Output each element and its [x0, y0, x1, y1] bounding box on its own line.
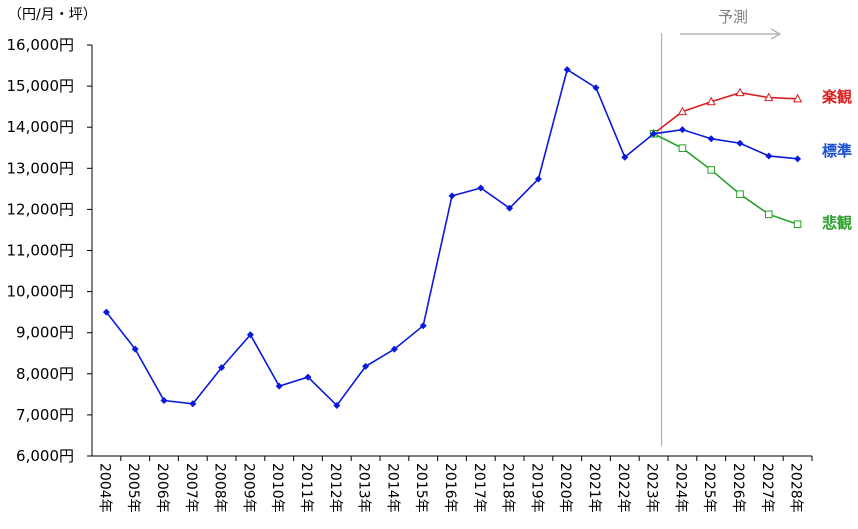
data-point [677, 106, 688, 116]
y-tick-label: 10,000円 [7, 283, 75, 301]
y-tick-label: 9,000円 [16, 324, 74, 342]
x-tick-label: 2025年 [701, 463, 717, 513]
x-tick-label: 2011年 [298, 463, 314, 513]
x-tick-label: 2012年 [327, 463, 343, 513]
data-point [621, 153, 629, 161]
data-point [333, 401, 341, 409]
y-tick-label: 14,000円 [7, 118, 75, 136]
x-tick-label: 2023年 [644, 463, 660, 513]
data-point [362, 362, 370, 370]
data-point [275, 382, 283, 390]
x-tick-label: 2004年 [96, 463, 112, 513]
data-point [678, 126, 686, 134]
series-label-pessimistic: 悲観 [822, 214, 853, 232]
x-tick-label: 2007年 [183, 463, 199, 513]
data-point [448, 192, 456, 200]
series-line-標準 [105, 68, 798, 407]
data-point [160, 397, 168, 405]
data-point [765, 152, 773, 160]
series-line-悲観 [653, 133, 798, 225]
x-tick-label: 2022年 [615, 463, 631, 513]
data-point [707, 135, 715, 143]
x-tick-label: 2013年 [356, 463, 372, 513]
data-point [678, 144, 687, 152]
x-tick-label: 2026年 [730, 463, 746, 513]
y-tick-label: 16,000円 [7, 36, 75, 54]
data-point [131, 345, 139, 353]
x-tick-label: 2008年 [212, 463, 228, 513]
data-point [189, 400, 197, 408]
data-point [218, 364, 226, 372]
data-point [793, 220, 802, 228]
data-point [563, 66, 571, 74]
x-tick-label: 2027年 [759, 463, 775, 513]
series-label-optimistic: 楽観 [822, 88, 853, 106]
forecast-arrow-head [770, 28, 782, 40]
x-tick-label: 2005年 [125, 463, 141, 513]
y-tick-label: 11,000円 [7, 242, 75, 260]
data-point [736, 190, 744, 198]
data-point [506, 204, 514, 212]
x-tick-label: 2006年 [154, 463, 170, 513]
x-tick-label: 2017年 [471, 463, 487, 513]
series-line-楽観 [653, 91, 798, 135]
data-point [592, 84, 600, 92]
y-tick-label: 13,000円 [7, 159, 75, 177]
x-tick-label: 2020年 [557, 463, 573, 513]
data-point [390, 345, 398, 353]
y-axis-unit-label: （円/月・坪） [8, 7, 97, 23]
y-tick-label: 12,000円 [7, 200, 75, 218]
x-tick-label: 2016年 [442, 463, 458, 513]
x-tick-label: 2014年 [384, 463, 400, 513]
data-point [736, 139, 744, 147]
data-point [706, 96, 716, 106]
x-tick-label: 2010年 [269, 463, 285, 513]
data-point [304, 373, 312, 381]
x-tick-label: 2009年 [240, 463, 256, 513]
data-point [102, 308, 110, 316]
y-tick-label: 6,000円 [16, 447, 74, 465]
data-point [534, 175, 542, 183]
data-point [477, 184, 485, 192]
data-point [650, 130, 658, 138]
x-tick-label: 2021年 [586, 463, 602, 513]
y-tick-label: 8,000円 [16, 365, 74, 383]
x-tick-label: 2028年 [788, 463, 804, 513]
data-point [735, 87, 745, 97]
data-point [246, 331, 254, 339]
y-tick-label: 15,000円 [7, 77, 75, 95]
data-point [765, 210, 773, 219]
data-point [794, 155, 802, 163]
x-tick-label: 2015年 [413, 463, 429, 513]
x-tick-label: 2024年 [672, 463, 688, 513]
forecast-label: 予測 [718, 8, 749, 26]
data-point [764, 92, 774, 102]
x-tick-label: 2019年 [528, 463, 544, 513]
y-tick-label: 7,000円 [16, 406, 74, 424]
data-point [419, 322, 427, 330]
data-point [707, 166, 716, 174]
x-tick-label: 2018年 [500, 463, 516, 513]
series-label-standard: 標準 [822, 142, 853, 160]
data-point [792, 93, 803, 103]
